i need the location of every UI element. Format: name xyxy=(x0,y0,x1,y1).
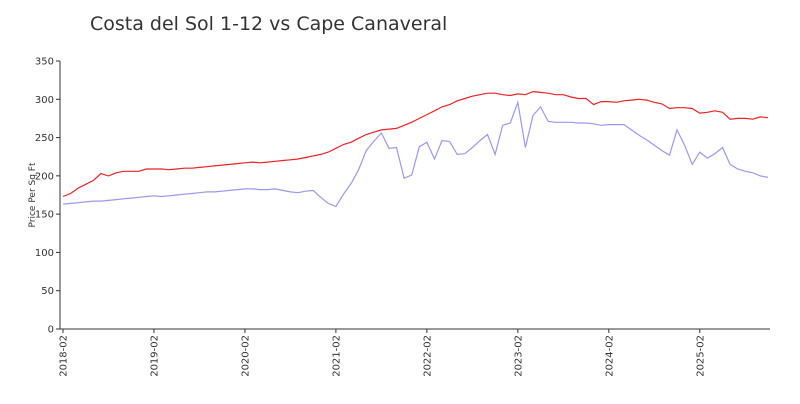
y-tick-label: 350 xyxy=(35,57,54,68)
y-tick-label: 150 xyxy=(35,210,54,221)
y-tick-label: 200 xyxy=(35,171,54,182)
x-tick-label: 2024-02 xyxy=(604,335,615,377)
y-tick-label: 250 xyxy=(35,133,54,144)
x-tick-label: 2022-02 xyxy=(422,335,433,377)
y-tick-label: 0 xyxy=(48,325,54,336)
series-line xyxy=(62,90,769,198)
y-tick-label: 50 xyxy=(41,286,54,297)
x-tick-label: 2020-02 xyxy=(240,335,251,377)
y-tick-label: 100 xyxy=(35,248,54,259)
y-tick-label: 300 xyxy=(35,95,54,106)
x-tick-label: 2025-02 xyxy=(695,335,706,377)
x-tick-label: 2019-02 xyxy=(149,335,160,377)
chart-title: Costa del Sol 1-12 vs Cape Canaveral xyxy=(90,13,447,35)
y-axis-label: Price Per Sq Ft xyxy=(28,162,38,227)
x-tick-label: 2021-02 xyxy=(331,335,342,377)
series-line xyxy=(62,99,769,208)
x-tick-label: 2018-02 xyxy=(59,335,70,377)
x-tick-label: 2023-02 xyxy=(513,335,524,377)
